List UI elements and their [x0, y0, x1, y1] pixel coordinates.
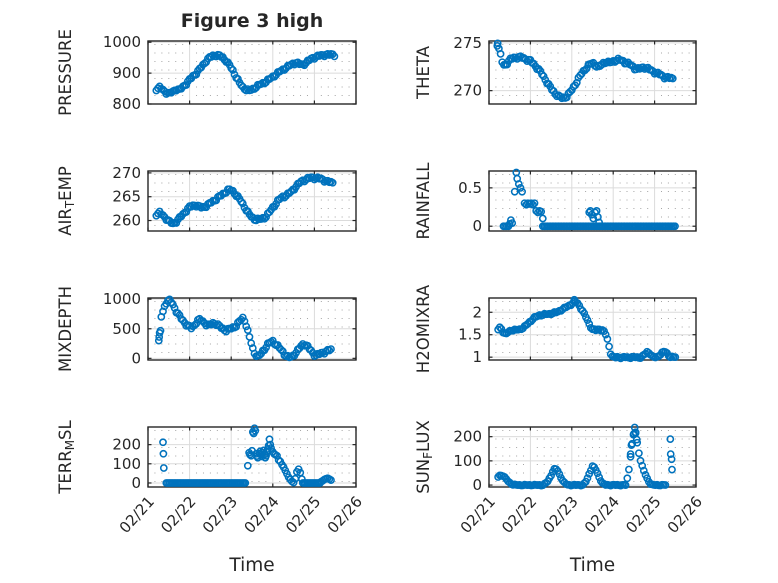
svg-text:1000: 1000	[103, 33, 141, 51]
svg-text:02/22: 02/22	[157, 493, 199, 537]
svg-text:270: 270	[112, 164, 141, 182]
svg-text:02/26: 02/26	[324, 493, 366, 537]
svg-text:0: 0	[131, 474, 141, 492]
svg-text:02/22: 02/22	[498, 493, 540, 537]
scatter-series	[152, 173, 337, 228]
major-grid	[489, 41, 696, 104]
y-tick-labels: 0 500 1000	[103, 290, 141, 367]
y-tick-labels: 11.52	[458, 303, 482, 366]
scatter-series	[152, 50, 339, 98]
figure-title: Figure 3 high	[180, 10, 324, 32]
y-tick-labels: 00.5	[458, 179, 482, 235]
svg-text:900: 900	[112, 64, 141, 82]
svg-text:02/25: 02/25	[282, 493, 324, 537]
svg-text:1000: 1000	[103, 290, 141, 308]
scatter-series	[159, 424, 335, 487]
svg-text:260: 260	[112, 212, 141, 230]
scatter-series	[154, 295, 335, 362]
y-axis-label: THETA	[414, 45, 433, 100]
x-tick-labels: 02/21 02/22 02/23 02/24 02/25 02/26	[116, 493, 366, 537]
scatter-series	[494, 295, 680, 363]
subplot-mixdepth: 0 500 1000 MIXDEPTH	[56, 286, 357, 372]
svg-text:02/23: 02/23	[539, 493, 581, 537]
svg-text:100: 100	[112, 455, 141, 473]
major-grid	[489, 427, 696, 487]
y-tick-labels: 260 265 270	[112, 164, 141, 230]
subplot-theta: 270 275 THETA	[414, 34, 697, 105]
svg-text:200: 200	[112, 436, 141, 454]
svg-text:0: 0	[472, 217, 482, 235]
svg-text:1: 1	[472, 348, 482, 366]
minor-grid	[495, 174, 690, 230]
minor-grid	[495, 430, 690, 486]
y-axis-label: MIXDEPTH	[56, 286, 75, 372]
svg-text:1.5: 1.5	[458, 326, 482, 344]
svg-text:0.5: 0.5	[458, 179, 482, 197]
svg-text:265: 265	[112, 188, 141, 206]
y-axis-label: AIRTEMP	[56, 166, 77, 236]
svg-text:02/23: 02/23	[199, 493, 241, 537]
svg-text:02/24: 02/24	[240, 493, 282, 537]
svg-text:02/21: 02/21	[457, 493, 499, 537]
scatter-series	[494, 423, 676, 490]
subplot-pressure: 800 900 1000 PRESSURE	[56, 29, 357, 116]
svg-text:02/25: 02/25	[622, 493, 664, 537]
svg-text:275: 275	[453, 34, 482, 52]
y-axis-label: PRESSURE	[56, 29, 75, 116]
svg-text:0: 0	[131, 349, 141, 367]
svg-text:100: 100	[453, 452, 482, 470]
svg-text:270: 270	[453, 82, 482, 100]
subplot-sun_flux: 0 100 200 02/21 02/22 02/23 02/24 02/25 02/26 SUN…	[414, 420, 706, 537]
major-grid	[148, 171, 356, 231]
svg-text:02/26: 02/26	[664, 493, 706, 537]
x-tick-labels: 02/21 02/22 02/23 02/24 02/25 02/26	[457, 493, 706, 537]
x-axis-label-left: Time	[229, 555, 275, 576]
y-axis-label: RAINFALL	[414, 162, 433, 240]
svg-text:800: 800	[112, 95, 141, 113]
svg-text:200: 200	[453, 428, 482, 446]
y-axis-label: SUNFLUX	[414, 420, 435, 494]
y-tick-labels: 800 900 1000	[103, 33, 141, 113]
svg-text:02/24: 02/24	[581, 493, 623, 537]
x-axis-label-right: Time	[569, 555, 616, 576]
tick-marks	[147, 171, 357, 231]
y-axis-label: H2OMIXRA	[414, 284, 433, 373]
scatter-series	[493, 39, 677, 103]
y-tick-labels: 0 100 200	[453, 428, 482, 494]
scatter-series	[499, 168, 679, 231]
tick-marks	[147, 41, 357, 105]
svg-text:500: 500	[112, 320, 141, 338]
tick-marks	[488, 41, 697, 104]
major-grid	[148, 41, 356, 104]
svg-text:02/21: 02/21	[116, 493, 158, 537]
subplot-air_temp: 260 265 270 AIRTEMP	[56, 164, 357, 236]
svg-text:0: 0	[472, 476, 482, 494]
svg-text:2: 2	[472, 303, 482, 321]
y-axis-label: TERRMSL	[56, 419, 77, 494]
y-tick-labels: 270 275	[453, 34, 482, 100]
tick-marks	[488, 427, 697, 487]
